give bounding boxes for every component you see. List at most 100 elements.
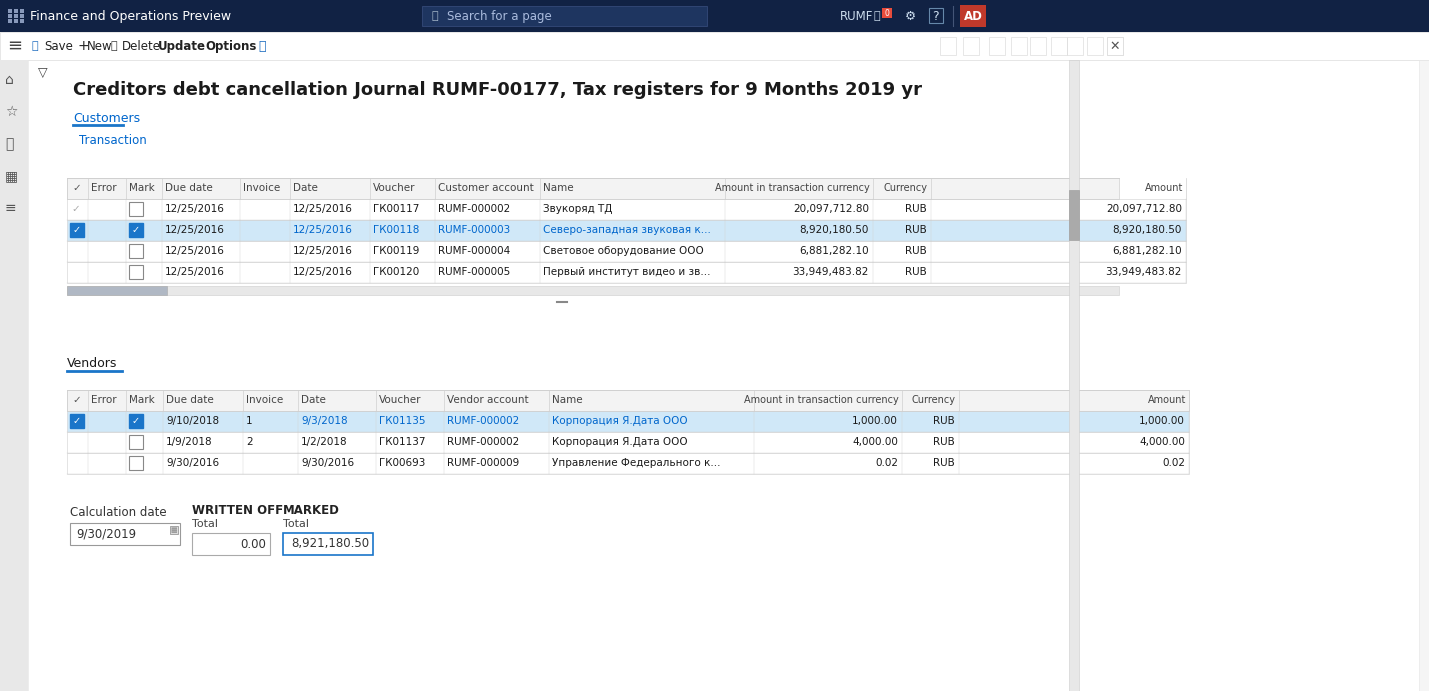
Text: 1: 1 (246, 416, 253, 426)
Text: Options: Options (204, 39, 256, 53)
Text: 🗑: 🗑 (111, 41, 117, 51)
Text: 6,881,282.10: 6,881,282.10 (799, 246, 869, 256)
Text: 🔍: 🔍 (259, 39, 266, 53)
Text: 1,000.00: 1,000.00 (852, 416, 897, 426)
Text: Amount: Amount (1147, 395, 1186, 405)
Text: 12/25/2016: 12/25/2016 (293, 225, 353, 235)
Text: Save: Save (44, 39, 73, 53)
Text: 12/25/2016: 12/25/2016 (164, 267, 224, 277)
Bar (14, 14, 19, 17)
Text: Звукоряд ТД: Звукоряд ТД (543, 204, 613, 214)
Bar (67, 432, 1189, 453)
Bar (0, 32, 1429, 60)
Text: Currency: Currency (912, 395, 956, 405)
Text: ГК01137: ГК01137 (379, 437, 426, 447)
Text: Name: Name (552, 395, 583, 405)
Text: 2: 2 (246, 437, 253, 447)
Text: 8,920,180.50: 8,920,180.50 (1113, 225, 1182, 235)
Text: RUB: RUB (933, 458, 955, 468)
Bar (129, 265, 143, 279)
Text: 🔍: 🔍 (432, 11, 439, 21)
Text: Корпорация Я.Дата ООО: Корпорация Я.Дата ООО (552, 437, 687, 447)
Text: ⌂: ⌂ (4, 73, 14, 87)
Text: Amount in transaction currency: Amount in transaction currency (745, 395, 899, 405)
Text: ГК00117: ГК00117 (373, 204, 419, 214)
Bar (70, 414, 84, 428)
Text: RUMF-000002: RUMF-000002 (447, 416, 519, 426)
Text: ГК00120: ГК00120 (373, 267, 419, 277)
Text: Total: Total (283, 519, 309, 529)
Bar (191, 533, 270, 555)
Bar (960, 5, 986, 27)
Text: Calculation date: Calculation date (70, 507, 167, 520)
Text: RUMF-000002: RUMF-000002 (447, 437, 519, 447)
Bar (283, 533, 373, 555)
Text: Date: Date (293, 183, 317, 193)
Text: Invoice: Invoice (246, 395, 283, 405)
Text: RUB: RUB (905, 204, 927, 214)
Text: ✓: ✓ (73, 395, 81, 405)
Bar (67, 220, 1186, 241)
Text: ≡: ≡ (7, 37, 21, 55)
Text: 0.00: 0.00 (240, 538, 266, 551)
Text: Due date: Due date (166, 395, 214, 405)
Bar (67, 241, 1186, 262)
Bar (1107, 37, 1123, 55)
Bar (1069, 60, 1079, 691)
Text: Name: Name (543, 183, 573, 193)
Text: RUMF: RUMF (840, 10, 873, 23)
Bar (1067, 37, 1083, 55)
Text: RUB: RUB (905, 267, 927, 277)
Bar (14, 9, 19, 12)
Bar (67, 286, 167, 295)
Bar (940, 37, 956, 55)
Text: ✓: ✓ (73, 225, 81, 235)
Text: ▽: ▽ (39, 66, 47, 79)
Bar (422, 6, 707, 26)
Text: RUMF-000009: RUMF-000009 (447, 458, 519, 468)
Bar (129, 456, 143, 470)
Bar (129, 223, 143, 237)
Text: 9/3/2018: 9/3/2018 (302, 416, 347, 426)
Text: Vendors: Vendors (67, 357, 117, 370)
Text: Amount: Amount (1145, 183, 1183, 193)
Bar (882, 8, 892, 18)
Text: ⚙: ⚙ (905, 10, 916, 23)
Text: 6,881,282.10: 6,881,282.10 (1112, 246, 1182, 256)
Text: 0.02: 0.02 (1162, 458, 1185, 468)
Bar (129, 435, 143, 449)
Text: 33,949,483.82: 33,949,483.82 (793, 267, 869, 277)
Bar (9, 19, 11, 23)
Text: +: + (79, 39, 90, 53)
Text: 20,097,712.80: 20,097,712.80 (793, 204, 869, 214)
Bar (1010, 37, 1027, 55)
Text: Error: Error (91, 395, 117, 405)
Text: AD: AD (963, 10, 982, 23)
Text: Управление Федерального к...: Управление Федерального к... (552, 458, 720, 468)
Text: RUMF-000005: RUMF-000005 (439, 267, 510, 277)
Text: 9/30/2016: 9/30/2016 (302, 458, 354, 468)
Bar (67, 411, 1189, 432)
Text: MARKED: MARKED (283, 504, 340, 516)
Text: RUB: RUB (933, 437, 955, 447)
Bar (67, 453, 1189, 474)
Text: ▦: ▦ (170, 527, 177, 533)
Text: 12/25/2016: 12/25/2016 (164, 204, 224, 214)
Bar (989, 37, 1005, 55)
Text: Update: Update (159, 39, 206, 53)
Bar (1087, 37, 1103, 55)
Bar (129, 202, 143, 216)
Text: ≡: ≡ (4, 201, 17, 215)
Text: 12/25/2016: 12/25/2016 (293, 204, 353, 214)
Text: ✓: ✓ (71, 204, 80, 214)
Bar (129, 244, 143, 258)
Text: 1/9/2018: 1/9/2018 (166, 437, 213, 447)
Text: ⏱: ⏱ (4, 137, 13, 151)
Text: RUMF-000003: RUMF-000003 (439, 225, 510, 235)
Text: 9/10/2018: 9/10/2018 (166, 416, 219, 426)
Text: Currency: Currency (885, 183, 927, 193)
Bar (67, 199, 1186, 220)
Text: 12/25/2016: 12/25/2016 (293, 246, 353, 256)
Text: ✓: ✓ (131, 225, 140, 235)
Text: RUB: RUB (905, 246, 927, 256)
